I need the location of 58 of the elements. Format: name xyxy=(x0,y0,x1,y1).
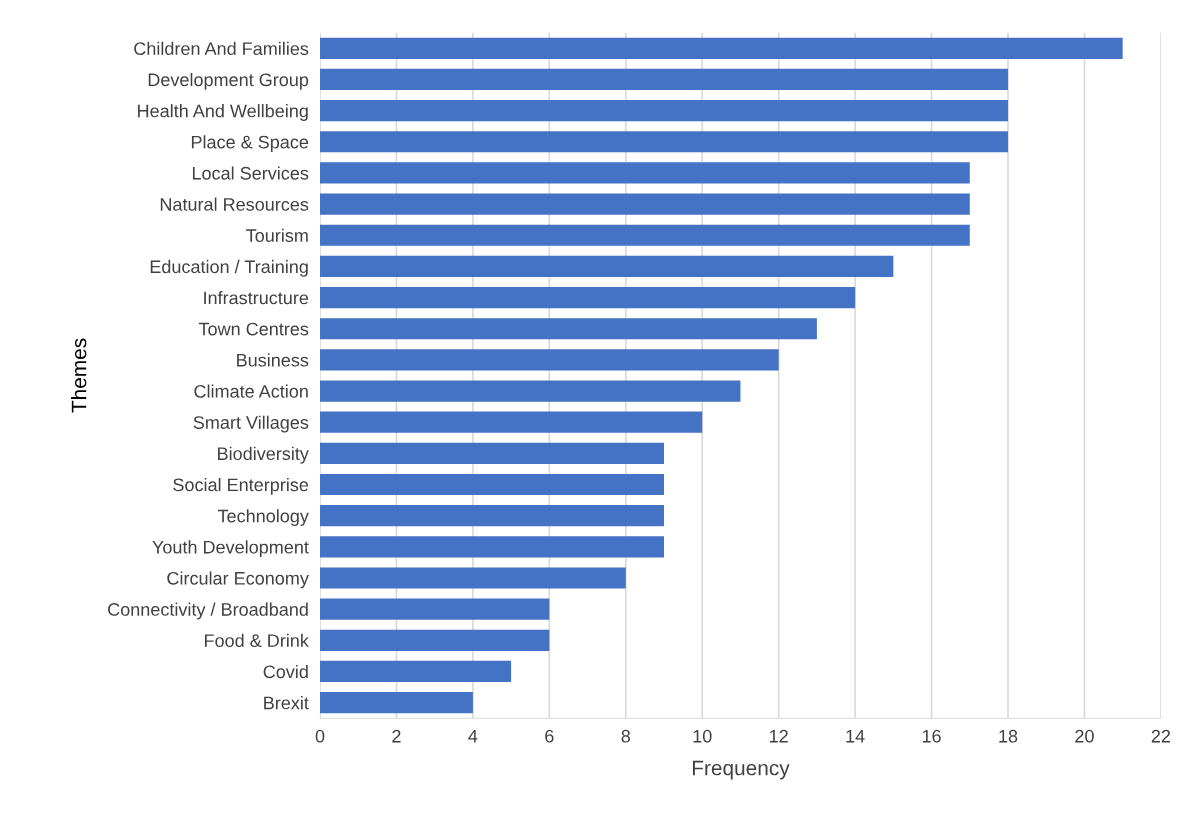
x-tick-label: 4 xyxy=(468,729,478,743)
x-tick-label: 20 xyxy=(1075,729,1094,743)
y-tick-label: Children And Families xyxy=(134,41,309,56)
bar xyxy=(320,692,473,714)
y-tick-label: Youth Development xyxy=(152,540,309,558)
bar xyxy=(320,224,970,246)
bar xyxy=(320,318,817,340)
bar xyxy=(320,411,703,433)
bar xyxy=(320,473,664,496)
x-axis-title: Frequency xyxy=(692,760,790,780)
x-tick-label: 10 xyxy=(693,729,712,743)
bar xyxy=(320,162,970,184)
y-tick-label: Education / Training xyxy=(150,259,308,277)
x-tick-label: 14 xyxy=(846,729,865,743)
x-tick-label: 6 xyxy=(545,729,554,743)
bar xyxy=(320,100,1008,122)
bar xyxy=(320,68,1008,91)
y-tick-label: Technology xyxy=(217,509,309,526)
y-tick-label: Infrastructure xyxy=(204,291,309,305)
y-tick-label: Covid xyxy=(263,664,308,679)
bar xyxy=(320,193,970,215)
bar xyxy=(320,505,664,527)
x-tick-label: 0 xyxy=(315,729,325,743)
x-tick-label: 16 xyxy=(922,729,941,743)
y-tick-label: Town Centres xyxy=(198,322,309,336)
bar xyxy=(320,567,626,589)
x-tick-label: 12 xyxy=(770,729,788,743)
y-tick-label: Connectivity / Broadband xyxy=(108,602,308,620)
bar xyxy=(320,255,894,277)
bar xyxy=(320,442,664,464)
bar xyxy=(320,536,664,558)
y-tick-label: Health And Wellbeing xyxy=(138,104,308,121)
bar xyxy=(320,286,856,309)
bar xyxy=(320,629,550,651)
y-tick-label: Business xyxy=(237,353,309,367)
y-axis-title: Themes xyxy=(71,338,87,413)
y-tick-label: Natural Resources xyxy=(160,197,309,211)
y-tick-label: Smart Villages xyxy=(193,415,309,433)
y-tick-label: Social Enterprise xyxy=(173,477,309,495)
bar xyxy=(320,660,512,683)
y-tick-label: Local Services xyxy=(192,166,309,180)
bar xyxy=(320,131,1008,153)
y-tick-label: Climate Action xyxy=(194,384,308,398)
y-tick-label: Food & Drink xyxy=(205,633,309,648)
y-tick-label: Place & Space xyxy=(191,135,309,153)
x-tick-label: 2 xyxy=(392,729,401,743)
x-tick-label: 8 xyxy=(621,729,631,743)
bar xyxy=(320,380,741,402)
x-tick-label: 22 xyxy=(1151,729,1171,743)
bar xyxy=(320,37,1123,59)
y-tick-label: Brexit xyxy=(264,696,309,710)
y-tick-label: Biodiversity xyxy=(218,446,309,464)
y-tick-label: Development Group xyxy=(148,72,309,90)
bar xyxy=(320,598,550,620)
y-tick-label: Circular Economy xyxy=(167,571,309,589)
y-tick-label: Tourism xyxy=(246,228,308,242)
bar xyxy=(320,349,779,371)
x-tick-label: 18 xyxy=(999,729,1018,743)
